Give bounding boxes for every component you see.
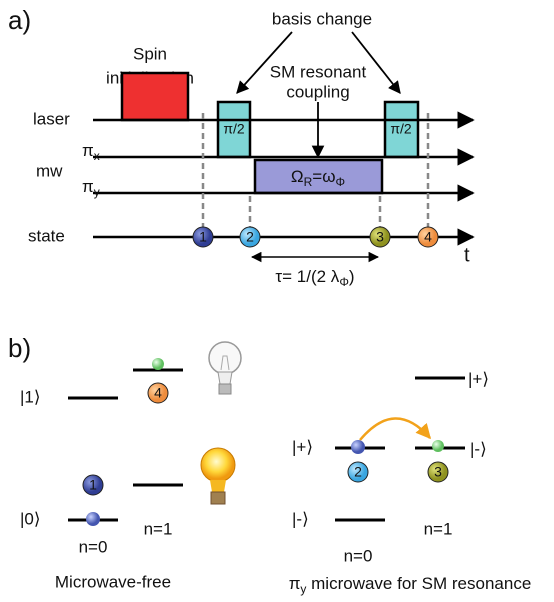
spin-ball: [351, 440, 365, 454]
spin-ball: [432, 440, 444, 452]
tau-label: τ= 1/(2 λΦ): [275, 267, 354, 289]
laser-pulse: [122, 73, 188, 120]
sm-coupling-label: coupling: [286, 82, 349, 101]
state-number: 4: [424, 229, 432, 245]
state-number: 4: [154, 385, 162, 401]
bulb-off: [209, 342, 241, 394]
state-number: 3: [376, 229, 384, 245]
pi-y-label: πy: [82, 177, 100, 199]
pulse-label: π/2: [390, 121, 412, 137]
state-number: 3: [434, 464, 442, 480]
panel-label: b): [8, 333, 31, 363]
n-label: n=1: [424, 519, 453, 538]
mw-label: mw: [36, 161, 63, 180]
state-label: state: [28, 226, 65, 245]
n-label: n=1: [144, 519, 173, 538]
spin-ball: [152, 358, 164, 370]
ket-label: |+⟩: [468, 369, 489, 388]
n-label: n=0: [79, 537, 108, 556]
spin-init-label: Spin: [133, 44, 167, 63]
spin-ball: [86, 512, 100, 526]
basis-change-label: basis change: [272, 9, 372, 28]
caption: πy microwave for SM resonance: [289, 574, 532, 596]
state-number: 1: [199, 229, 207, 245]
figure: a) Spin initialization basis change SM r…: [0, 0, 554, 602]
transition-arrow: [360, 418, 430, 440]
panel-label: a): [8, 5, 31, 35]
time-label: t: [464, 244, 470, 266]
bulb-on: [201, 448, 235, 504]
state-number: 1: [89, 477, 97, 493]
caption: Microwave-free: [55, 572, 171, 591]
state-number: 2: [354, 464, 362, 480]
laser-label: laser: [33, 109, 70, 128]
ket-label: |0⟩: [20, 509, 41, 528]
ket-label: |-⟩: [292, 509, 309, 528]
n-label: n=0: [344, 546, 373, 565]
ket-label: |+⟩: [292, 437, 313, 456]
pi-x-label: πx: [82, 141, 100, 163]
pulse-label: π/2: [223, 121, 245, 137]
ket-label: |1⟩: [20, 387, 41, 406]
state-number: 2: [246, 229, 254, 245]
ket-label: |-⟩: [470, 439, 487, 458]
sm-coupling-label: SM resonant: [270, 62, 367, 81]
